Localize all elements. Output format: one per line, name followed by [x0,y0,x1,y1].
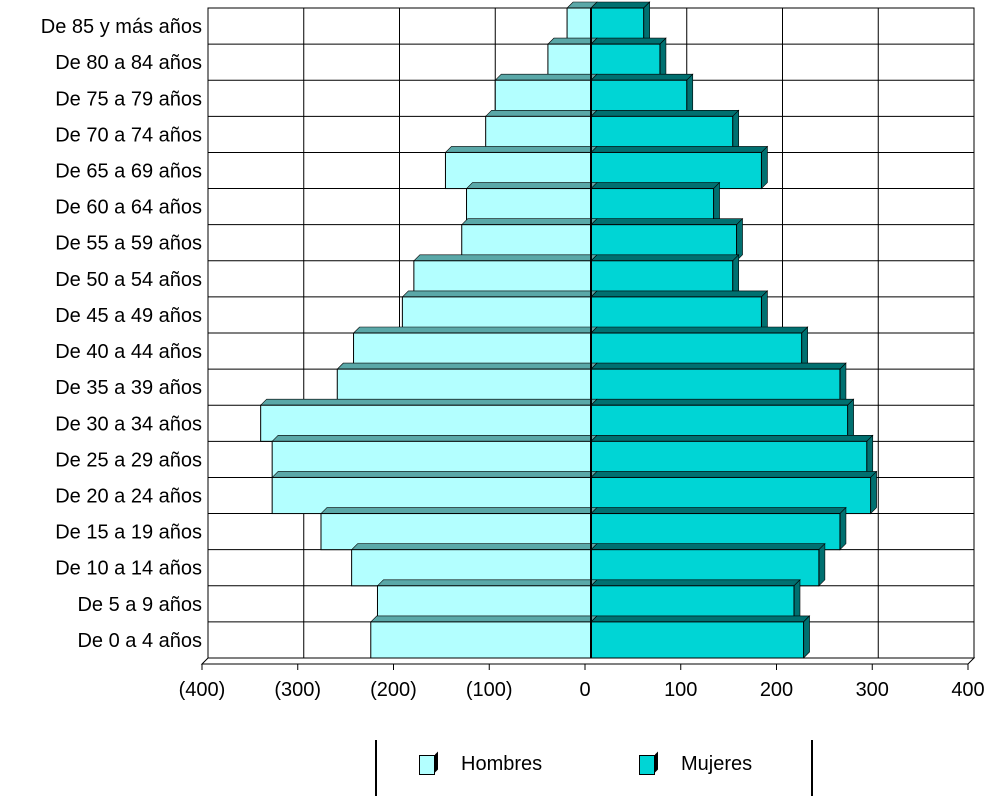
bar-top-mujeres [590,471,878,478]
bar-top-mujeres [590,37,667,45]
bar-hombres [370,621,592,659]
bar-top-hombres [461,218,598,225]
category-label: De 70 a 74 años [55,124,202,146]
bar-top-mujeres [590,398,855,406]
category-label: De 10 a 14 años [55,558,202,580]
x-tick-label: (100) [466,679,513,701]
category-label: De 50 a 54 años [55,269,202,291]
bar-side-mujeres [870,470,877,515]
bar-top-hombres [320,507,598,514]
bar-side-mujeres [643,1,650,45]
bar-side-mujeres [839,362,847,406]
category-label: De 40 a 44 años [55,341,202,363]
legend-label-mujeres: Mujeres [681,753,753,775]
bar-top-hombres [370,615,598,623]
bar-top-hombres [465,182,598,189]
bar-top-mujeres [590,1,651,9]
bar-side-mujeres [732,254,740,298]
bar-side-mujeres [866,434,874,479]
x-tick-label: 400 [951,679,984,701]
bar-top-mujeres [590,326,809,334]
bar-side-mujeres [736,217,743,262]
bar-side-mujeres [801,326,808,370]
bar-top-mujeres [590,543,826,550]
bar-top-hombres [376,579,598,587]
bar-top-mujeres [590,290,769,298]
bar-side-mujeres [839,506,847,551]
category-label: De 0 a 4 años [77,630,202,652]
bar-top-mujeres [590,362,847,370]
bar-top-hombres [444,146,598,153]
category-label: De 30 a 34 años [55,413,202,435]
bar-top-mujeres [590,507,847,514]
legend-item-mujeres: Mujeres [639,753,752,776]
bar-side-mujeres [659,37,667,81]
x-tick-label: 0 [579,679,590,701]
x-axis-floor [200,657,976,665]
category-label: De 5 a 9 años [77,594,202,616]
bar-top-mujeres [590,182,721,189]
bar-top-hombres [401,290,598,298]
bar-top-hombres [259,398,598,406]
category-label: De 75 a 79 años [55,88,202,110]
bar-top-mujeres [590,579,801,587]
bar-top-hombres [547,37,598,45]
bar-side-mujeres [761,145,768,190]
bar-top-hombres [271,471,598,478]
x-tick-label: 300 [856,679,889,701]
category-label: De 35 a 39 años [55,377,202,399]
legend-swatch-mujeres [639,754,655,775]
category-label: De 80 a 84 años [55,52,202,74]
category-label: De 60 a 64 años [55,197,202,219]
bar-top-hombres [271,435,598,442]
bar-side-mujeres [793,579,801,623]
bar-mujeres [590,621,805,659]
bar-top-hombres [350,543,598,550]
category-label: De 15 a 19 años [55,522,202,544]
x-tick-label: 100 [664,679,697,701]
bar-top-hombres [413,254,598,262]
bar-side-mujeres [686,73,694,118]
bar-side-mujeres [847,398,854,443]
bar-top-mujeres [590,146,769,153]
bar-top-mujeres [590,254,740,262]
x-tick-label: 200 [760,679,793,701]
bar-top-hombres [352,326,598,334]
legend: Hombres Mujeres [375,740,813,796]
bar-top-hombres [484,110,598,117]
x-tick-label: (400) [179,679,226,701]
x-tick-label: (300) [274,679,321,701]
bar-top-hombres [336,362,598,370]
category-label: De 25 a 29 años [55,449,202,471]
category-label: De 85 y más años [41,16,202,38]
bar-top-mujeres [590,615,811,623]
legend-swatch-hombres [419,754,435,775]
bar-top-mujeres [590,110,740,117]
bar-side-mujeres [732,109,740,154]
bar-top-mujeres [590,73,694,81]
category-label: De 45 a 49 años [55,305,202,327]
category-label: De 65 a 69 años [55,161,202,183]
legend-item-hombres: Hombres [419,753,542,776]
bar-top-mujeres [590,435,874,442]
category-label: De 20 a 24 años [55,486,202,508]
bar-side-mujeres [761,290,768,334]
bar-side-mujeres [713,181,720,226]
x-tick-label: (200) [370,679,417,701]
bar-top-mujeres [590,218,744,225]
category-label: De 55 a 59 años [55,233,202,255]
bar-side-mujeres [803,615,810,659]
bar-top-hombres [494,73,598,81]
legend-label-hombres: Hombres [461,753,543,775]
bar-side-mujeres [818,542,826,587]
